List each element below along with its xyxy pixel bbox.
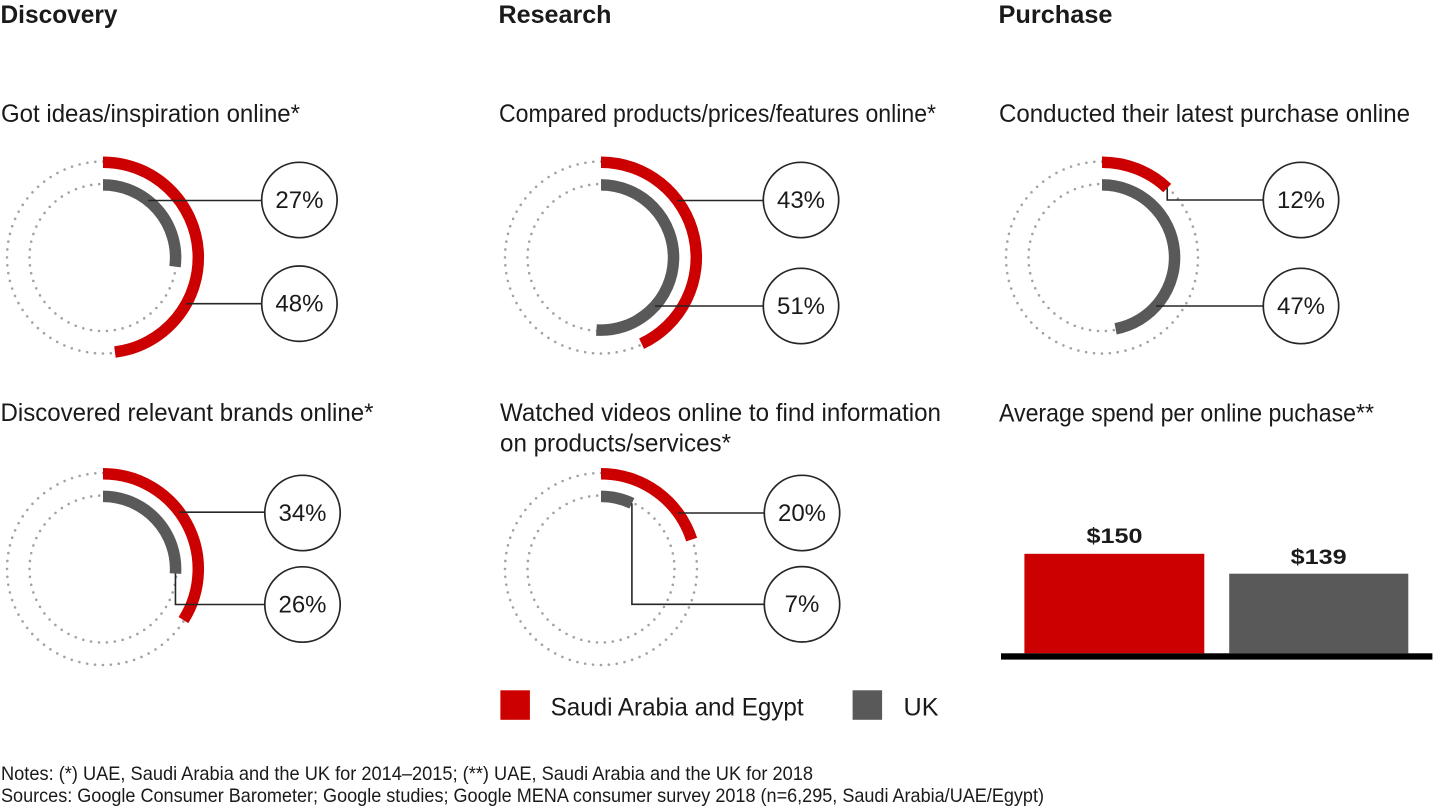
- svg-text:47%: 47%: [1277, 293, 1325, 320]
- svg-text:UK: UK: [904, 694, 939, 722]
- svg-text:Average spend per online pucha: Average spend per online puchase**: [999, 400, 1374, 428]
- svg-text:Saudi Arabia and Egypt: Saudi Arabia and Egypt: [551, 694, 804, 722]
- svg-text:on products/services*: on products/services*: [500, 430, 731, 458]
- svg-text:48%: 48%: [275, 291, 323, 318]
- svg-text:Purchase: Purchase: [999, 1, 1113, 29]
- svg-text:Notes: (*) UAE, Saudi Arabia a: Notes: (*) UAE, Saudi Arabia and the UK …: [1, 763, 813, 785]
- svg-text:Watched videos online to find: Watched videos online to find informatio…: [500, 399, 941, 427]
- svg-text:20%: 20%: [778, 500, 826, 527]
- svg-text:$150: $150: [1087, 524, 1143, 548]
- svg-text:26%: 26%: [278, 591, 326, 618]
- svg-text:7%: 7%: [785, 591, 820, 618]
- svg-text:Research: Research: [499, 1, 612, 29]
- svg-text:Compared products/prices/featu: Compared products/prices/features online…: [499, 100, 936, 128]
- svg-text:Discovery: Discovery: [1, 1, 118, 29]
- svg-text:43%: 43%: [777, 187, 825, 214]
- svg-text:34%: 34%: [278, 500, 326, 527]
- svg-text:27%: 27%: [275, 187, 323, 214]
- svg-text:12%: 12%: [1277, 187, 1325, 214]
- svg-text:51%: 51%: [777, 293, 825, 320]
- svg-text:Discovered relevant brands onl: Discovered relevant brands online*: [1, 399, 374, 427]
- svg-text:Got ideas/inspiration online*: Got ideas/inspiration online*: [1, 100, 300, 128]
- svg-text:Sources: Google Consumer Barom: Sources: Google Consumer Barometer; Goog…: [1, 785, 1044, 807]
- svg-text:Conducted their latest purchas: Conducted their latest purchase online: [999, 100, 1410, 128]
- svg-text:$139: $139: [1291, 545, 1347, 569]
